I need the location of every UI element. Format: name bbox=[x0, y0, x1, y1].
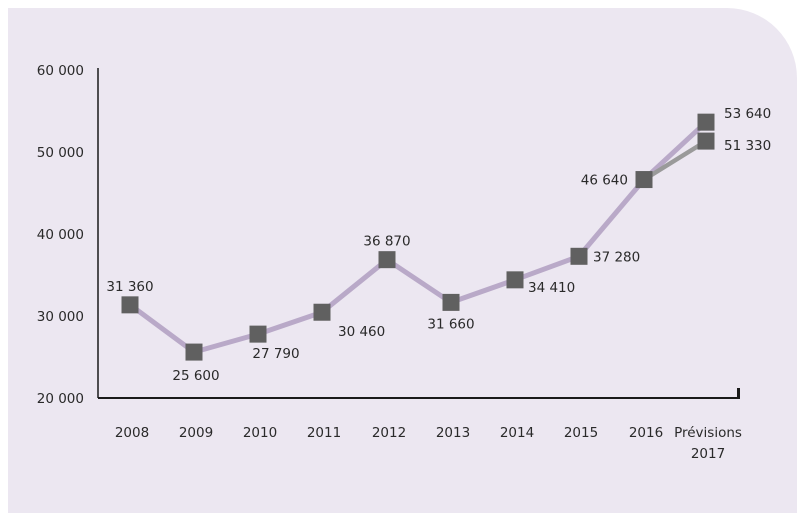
y-axis: 20 000 30 000 40 000 50 000 60 000 bbox=[37, 63, 99, 407]
y-tick-label: 20 000 bbox=[37, 391, 84, 407]
data-label: 30 460 bbox=[338, 324, 385, 340]
x-tick-label: 2010 bbox=[243, 425, 277, 441]
x-tick-label: 2017 bbox=[691, 446, 725, 462]
data-point bbox=[185, 343, 203, 361]
data-point bbox=[635, 171, 653, 189]
y-tick-label: 40 000 bbox=[37, 227, 84, 243]
data-point bbox=[570, 247, 588, 265]
x-tick-label: 2011 bbox=[307, 425, 341, 441]
data-label: 37 280 bbox=[593, 249, 640, 265]
x-tick-label: 2014 bbox=[500, 425, 534, 441]
data-point bbox=[697, 113, 715, 131]
x-tick-label: 2013 bbox=[436, 425, 470, 441]
x-tick-label: 2008 bbox=[115, 425, 149, 441]
y-tick-label: 50 000 bbox=[37, 145, 84, 161]
data-labels: 31 360 25 600 27 790 30 460 36 870 31 660 34 4… bbox=[106, 106, 771, 384]
series-lines bbox=[127, 119, 709, 355]
x-axis: 2008 2009 2010 2011 2012 2013 2014 2015 2016 Prév… bbox=[98, 388, 742, 462]
data-label: 27 790 bbox=[252, 346, 299, 362]
data-label: 51 330 bbox=[724, 138, 771, 154]
x-tick-label: 2012 bbox=[372, 425, 406, 441]
data-label: 53 640 bbox=[724, 106, 771, 122]
data-label: 46 640 bbox=[581, 173, 628, 189]
data-label: 25 600 bbox=[172, 368, 219, 384]
y-tick-label: 30 000 bbox=[37, 309, 84, 325]
data-point bbox=[378, 251, 396, 269]
data-point bbox=[506, 271, 524, 289]
x-tick-label: 2016 bbox=[629, 425, 663, 441]
data-point bbox=[249, 325, 267, 343]
data-label: 34 410 bbox=[528, 280, 575, 296]
data-markers bbox=[121, 113, 715, 361]
series-line bbox=[127, 119, 709, 355]
chart-panel bbox=[8, 8, 797, 513]
data-point bbox=[697, 132, 715, 150]
data-label: 31 660 bbox=[427, 316, 474, 332]
data-label: 31 360 bbox=[106, 279, 153, 295]
data-point bbox=[313, 303, 331, 321]
x-axis-end-cap bbox=[737, 388, 740, 399]
y-tick-label: 60 000 bbox=[37, 63, 84, 79]
data-label: 36 870 bbox=[363, 234, 410, 250]
x-tick-label: 2009 bbox=[179, 425, 213, 441]
data-point bbox=[442, 293, 460, 311]
x-tick-label: Prévisions bbox=[674, 425, 742, 441]
x-tick-label: 2015 bbox=[564, 425, 598, 441]
data-point bbox=[121, 296, 139, 314]
series-line bbox=[641, 138, 709, 182]
